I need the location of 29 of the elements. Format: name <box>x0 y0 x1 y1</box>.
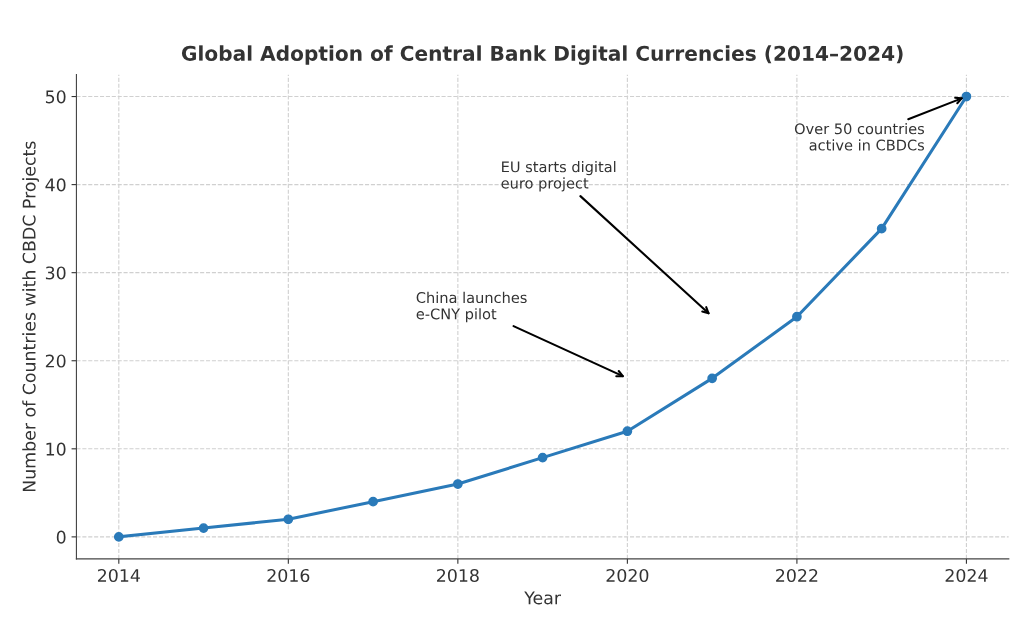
point <box>198 523 209 533</box>
point <box>537 452 548 463</box>
x-tick-label: 2018 <box>437 568 479 583</box>
point <box>622 426 633 437</box>
point <box>961 91 972 102</box>
x-tick-label: 2020 <box>606 568 649 583</box>
y-tick-label: 50 <box>45 90 66 104</box>
x-axis-title: Year <box>524 591 561 605</box>
point <box>113 532 124 542</box>
annotation: EU starts digital euro project <box>501 161 616 192</box>
point <box>876 223 887 234</box>
y-tick-label: 10 <box>46 442 66 456</box>
y-tick-label: 30 <box>45 266 66 280</box>
y-axis-title: Number of Countries with CBDC Projects <box>22 141 40 492</box>
x-tick-label: 2022 <box>776 568 818 583</box>
point <box>707 373 718 384</box>
y-tick-label: 20 <box>45 354 66 368</box>
point <box>452 479 463 489</box>
chart-title: Global Adoption of Central Bank Digital Currencies (2014–2024) <box>181 45 903 65</box>
x-tick-label: 2024 <box>945 568 988 583</box>
y-tick-label: 0 <box>56 530 66 544</box>
x-tick-label: 2016 <box>267 568 310 583</box>
point <box>792 311 802 322</box>
annotation: China launches e-CNY pilot <box>416 291 527 323</box>
annotation: Over 50 countries active in CBDCs <box>794 122 925 151</box>
point <box>283 514 294 525</box>
x-tick-label: 2014 <box>97 568 140 583</box>
y-tick-label: 40 <box>45 178 66 192</box>
point <box>368 496 378 507</box>
